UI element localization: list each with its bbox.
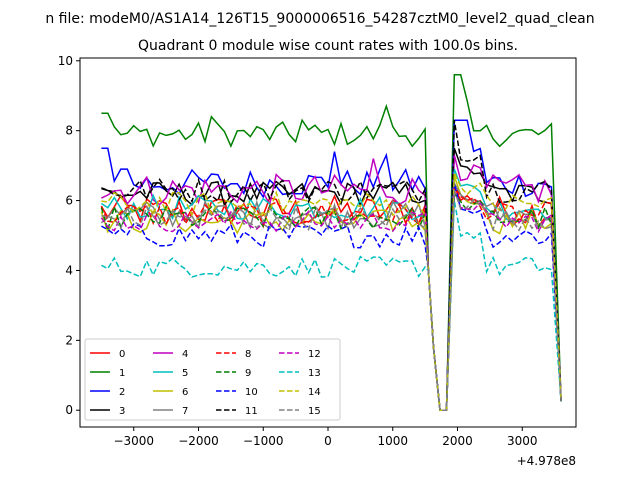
legend-label-10: 10 <box>245 387 258 398</box>
series-line-10 <box>101 182 562 411</box>
series-line-14 <box>101 172 562 411</box>
series-line-13 <box>101 200 562 411</box>
legend-label-8: 8 <box>245 349 251 360</box>
y-tick-label: 6 <box>65 194 73 208</box>
legend-label-4: 4 <box>182 349 188 360</box>
x-tick-label: 0 <box>324 434 332 448</box>
x-tick-label: −3000 <box>113 434 154 448</box>
x-axis: −3000 −2000 −1000 0 1000 2000 3000 <box>113 427 538 448</box>
legend-label-3: 3 <box>119 406 125 417</box>
legend-label-5: 5 <box>182 368 188 379</box>
series-line-9 <box>100 191 562 411</box>
legend-box <box>84 338 341 421</box>
legend-label-9: 9 <box>245 368 251 379</box>
series-line-12 <box>100 189 562 411</box>
legend-label-15: 15 <box>308 406 321 417</box>
legend-label-1: 1 <box>119 368 125 379</box>
legend-label-12: 12 <box>308 349 321 360</box>
y-tick-label: 10 <box>58 54 73 68</box>
figure-suptitle: n file: modeM0/AS1A14_126T15_9000006516_… <box>45 11 594 27</box>
y-tick-label: 0 <box>65 403 73 417</box>
series-line-8 <box>100 184 562 411</box>
series-line-11 <box>101 120 562 411</box>
y-tick-label: 8 <box>65 124 73 138</box>
x-tick-label: 3000 <box>507 434 538 448</box>
x-offset-text: +4.978e8 <box>517 454 576 468</box>
legend-label-2: 2 <box>119 387 125 398</box>
legend-label-14: 14 <box>308 387 321 398</box>
x-tick-label: −1000 <box>243 434 284 448</box>
series-line-1 <box>101 74 562 411</box>
chart-title: Quadrant 0 module wise count rates with … <box>138 38 518 54</box>
legend-label-11: 11 <box>245 406 258 417</box>
plot-lines <box>100 74 562 411</box>
x-tick-label: 2000 <box>442 434 473 448</box>
legend-label-6: 6 <box>182 387 188 398</box>
series-line-15 <box>101 189 562 411</box>
legend-label-0: 0 <box>119 349 125 360</box>
legend-label-13: 13 <box>308 368 321 379</box>
y-tick-label: 2 <box>65 333 73 347</box>
y-axis: 0 2 4 6 8 10 <box>58 54 80 417</box>
x-tick-label: 1000 <box>377 434 408 448</box>
y-tick-label: 4 <box>65 263 73 277</box>
x-tick-label: −2000 <box>178 434 219 448</box>
series-line-3 <box>101 147 562 411</box>
legend-label-7: 7 <box>182 406 188 417</box>
